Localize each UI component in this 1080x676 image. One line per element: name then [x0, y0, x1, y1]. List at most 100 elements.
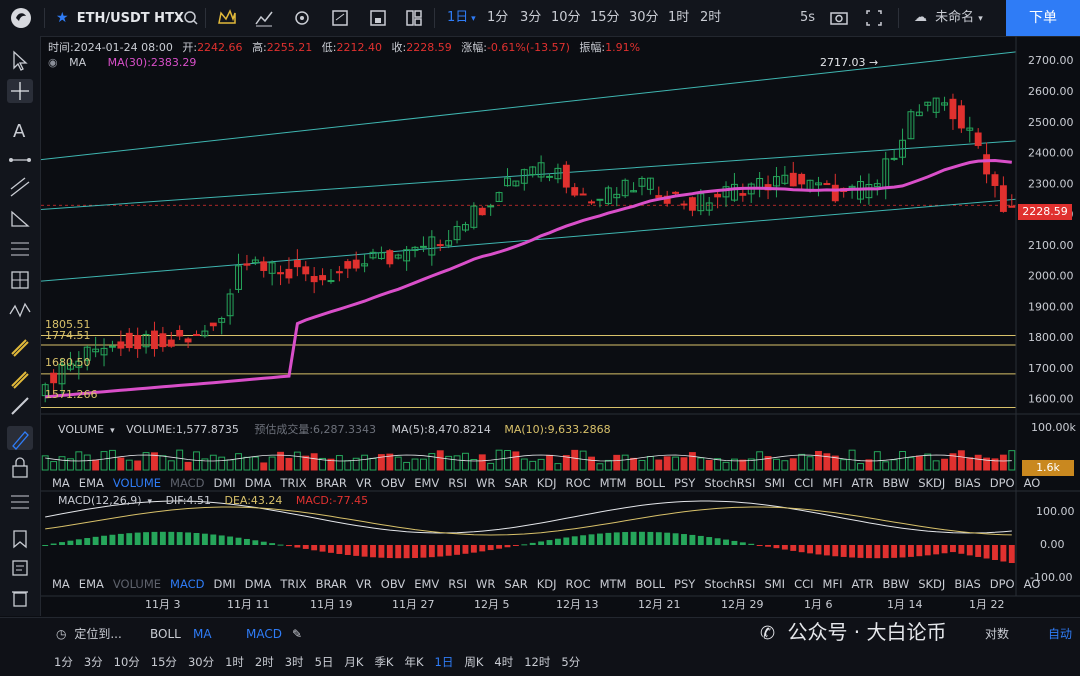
indicator-tab-brar[interactable]: BRAR: [315, 577, 347, 591]
indicator-tab-emv[interactable]: EMV: [414, 577, 440, 591]
period-1时[interactable]: 1时: [225, 655, 244, 669]
ma-toggle[interactable]: MA: [193, 627, 212, 641]
period-月K[interactable]: 月K: [344, 655, 364, 669]
indicator-tab-ao[interactable]: AO: [1023, 476, 1041, 490]
volume-legend-name[interactable]: VOLUME: [58, 423, 105, 436]
timeframe-1h[interactable]: 1时: [668, 10, 690, 25]
wave-tool-icon[interactable]: [9, 302, 31, 318]
period-周K[interactable]: 周K: [464, 655, 484, 669]
fib-tool-icon[interactable]: [11, 242, 29, 256]
indicator-tab-sar[interactable]: SAR: [504, 476, 528, 490]
period-1分[interactable]: 1分: [54, 655, 73, 669]
refresh-interval[interactable]: 5s: [800, 10, 816, 25]
indicator-tab-dpo[interactable]: DPO: [989, 577, 1015, 591]
symbol-selector[interactable]: ★ ETH/USDT HTX: [56, 0, 184, 36]
auto-scale-toggle[interactable]: 自动: [1048, 627, 1073, 641]
indicator-tab-obv[interactable]: OBV: [380, 476, 406, 490]
period-10分[interactable]: 10分: [113, 655, 140, 669]
indicator-tab-vr[interactable]: VR: [355, 476, 372, 490]
period-季K[interactable]: 季K: [374, 655, 394, 669]
ray-tool-icon[interactable]: [10, 177, 30, 197]
indicator-tab-obv[interactable]: OBV: [380, 577, 406, 591]
triangle-tool-icon[interactable]: [11, 210, 30, 227]
search-icon[interactable]: [183, 0, 199, 36]
cloud-account[interactable]: ☁ 未命名 ▾: [914, 0, 983, 36]
text-tool-icon[interactable]: A: [13, 121, 26, 142]
lock-icon[interactable]: [12, 457, 28, 478]
ma-legend-name[interactable]: MA: [69, 56, 87, 69]
indicator-tab-ma[interactable]: MA: [52, 577, 70, 591]
timeframe-15m[interactable]: 15分: [590, 10, 620, 25]
timeframe-30m[interactable]: 30分: [629, 10, 659, 25]
indicator-tab-atr[interactable]: ATR: [851, 577, 874, 591]
indicator-tab-kdj[interactable]: KDJ: [536, 476, 557, 490]
bookmark-icon[interactable]: [13, 530, 27, 549]
indicator-tab-sar[interactable]: SAR: [504, 577, 528, 591]
indicator-tab-roc[interactable]: ROC: [565, 577, 591, 591]
grid-tool-icon[interactable]: [11, 271, 29, 289]
gear-icon[interactable]: [292, 0, 312, 36]
indicator-tab-macd[interactable]: MACD: [170, 476, 205, 490]
indicator-tab-cci[interactable]: CCI: [794, 577, 814, 591]
macd-toggle[interactable]: MACD: [246, 627, 282, 641]
indicator-tab-ao[interactable]: AO: [1023, 577, 1041, 591]
magnet-icon[interactable]: [11, 371, 29, 389]
chevron-down-icon[interactable]: ▾: [147, 497, 153, 507]
indicator-tab-smi[interactable]: SMI: [764, 577, 786, 591]
indicator-tab-wr[interactable]: WR: [475, 476, 496, 490]
indicator-tab-emv[interactable]: EMV: [414, 476, 440, 490]
star-icon[interactable]: ★: [56, 10, 69, 26]
indicator-tab-trix[interactable]: TRIX: [280, 577, 307, 591]
boll-toggle[interactable]: BOLL: [150, 627, 181, 641]
layout-icon[interactable]: [404, 0, 424, 36]
timeframe-10m[interactable]: 10分: [551, 10, 581, 25]
indicator-tab-roc[interactable]: ROC: [565, 476, 591, 490]
crosshair-icon[interactable]: [11, 82, 29, 100]
indicator-tab-dmi[interactable]: DMI: [213, 476, 236, 490]
indicator-tab-rsi[interactable]: RSI: [448, 476, 467, 490]
indicator-tab-stochrsi[interactable]: StochRSI: [704, 577, 756, 591]
eye-icon[interactable]: ◉: [48, 56, 58, 69]
locate-button[interactable]: ◷ 定位到...: [56, 624, 122, 644]
fullscreen-icon[interactable]: [865, 0, 883, 36]
period-3时[interactable]: 3时: [284, 655, 304, 669]
save-icon[interactable]: [368, 0, 388, 36]
indicator-tab-cci[interactable]: CCI: [794, 476, 814, 490]
indicator-tab-kdj[interactable]: KDJ: [536, 577, 557, 591]
line-tool-icon[interactable]: [9, 158, 31, 162]
indicator-tab-vr[interactable]: VR: [355, 577, 372, 591]
camera-icon[interactable]: [829, 0, 849, 36]
indicator-tab-skdj[interactable]: SKDJ: [918, 577, 946, 591]
indicator-tab-dpo[interactable]: DPO: [989, 476, 1015, 490]
pen-tool-icon[interactable]: [12, 431, 29, 450]
indicator-tab-psy[interactable]: PSY: [674, 476, 696, 490]
indicator-tab-brar[interactable]: BRAR: [315, 476, 347, 490]
indicator-tab-macd[interactable]: MACD: [170, 577, 205, 591]
indicator-tab-boll[interactable]: BOLL: [635, 476, 666, 490]
edit-list-icon[interactable]: [12, 560, 28, 576]
period-5分[interactable]: 5分: [561, 655, 581, 669]
indicator-tab-dma[interactable]: DMA: [244, 577, 272, 591]
edit-icon[interactable]: ✎: [292, 627, 303, 641]
indicator-tab-mtm[interactable]: MTM: [599, 577, 627, 591]
place-order-button[interactable]: 下单: [1006, 0, 1080, 36]
indicator-tab-mfi[interactable]: MFI: [822, 476, 843, 490]
indicator-tab-ema[interactable]: EMA: [78, 476, 104, 490]
indicator-tab-bbw[interactable]: BBW: [882, 577, 910, 591]
indicator-tab-skdj[interactable]: SKDJ: [918, 476, 946, 490]
indicator-tab-mtm[interactable]: MTM: [599, 476, 627, 490]
indicator-tab-bias[interactable]: BIAS: [954, 577, 981, 591]
indicator-tab-dma[interactable]: DMA: [244, 476, 272, 490]
indicator-tab-smi[interactable]: SMI: [764, 476, 786, 490]
indicator-tab-bbw[interactable]: BBW: [882, 476, 910, 490]
chevron-down-icon[interactable]: ▾: [110, 426, 115, 436]
chart-area[interactable]: 2700.002600.002500.002400.002300.002200.…: [41, 36, 1080, 616]
indicator-tab-atr[interactable]: ATR: [851, 476, 874, 490]
period-15分[interactable]: 15分: [150, 655, 177, 669]
indicator-tab-ema[interactable]: EMA: [78, 577, 104, 591]
timeframe-3m[interactable]: 3分: [520, 10, 542, 25]
indicator-tab-rsi[interactable]: RSI: [448, 577, 467, 591]
indicator-tab-wr[interactable]: WR: [475, 577, 496, 591]
period-30分[interactable]: 30分: [187, 655, 215, 669]
indicator-tab-dmi[interactable]: DMI: [213, 577, 236, 591]
